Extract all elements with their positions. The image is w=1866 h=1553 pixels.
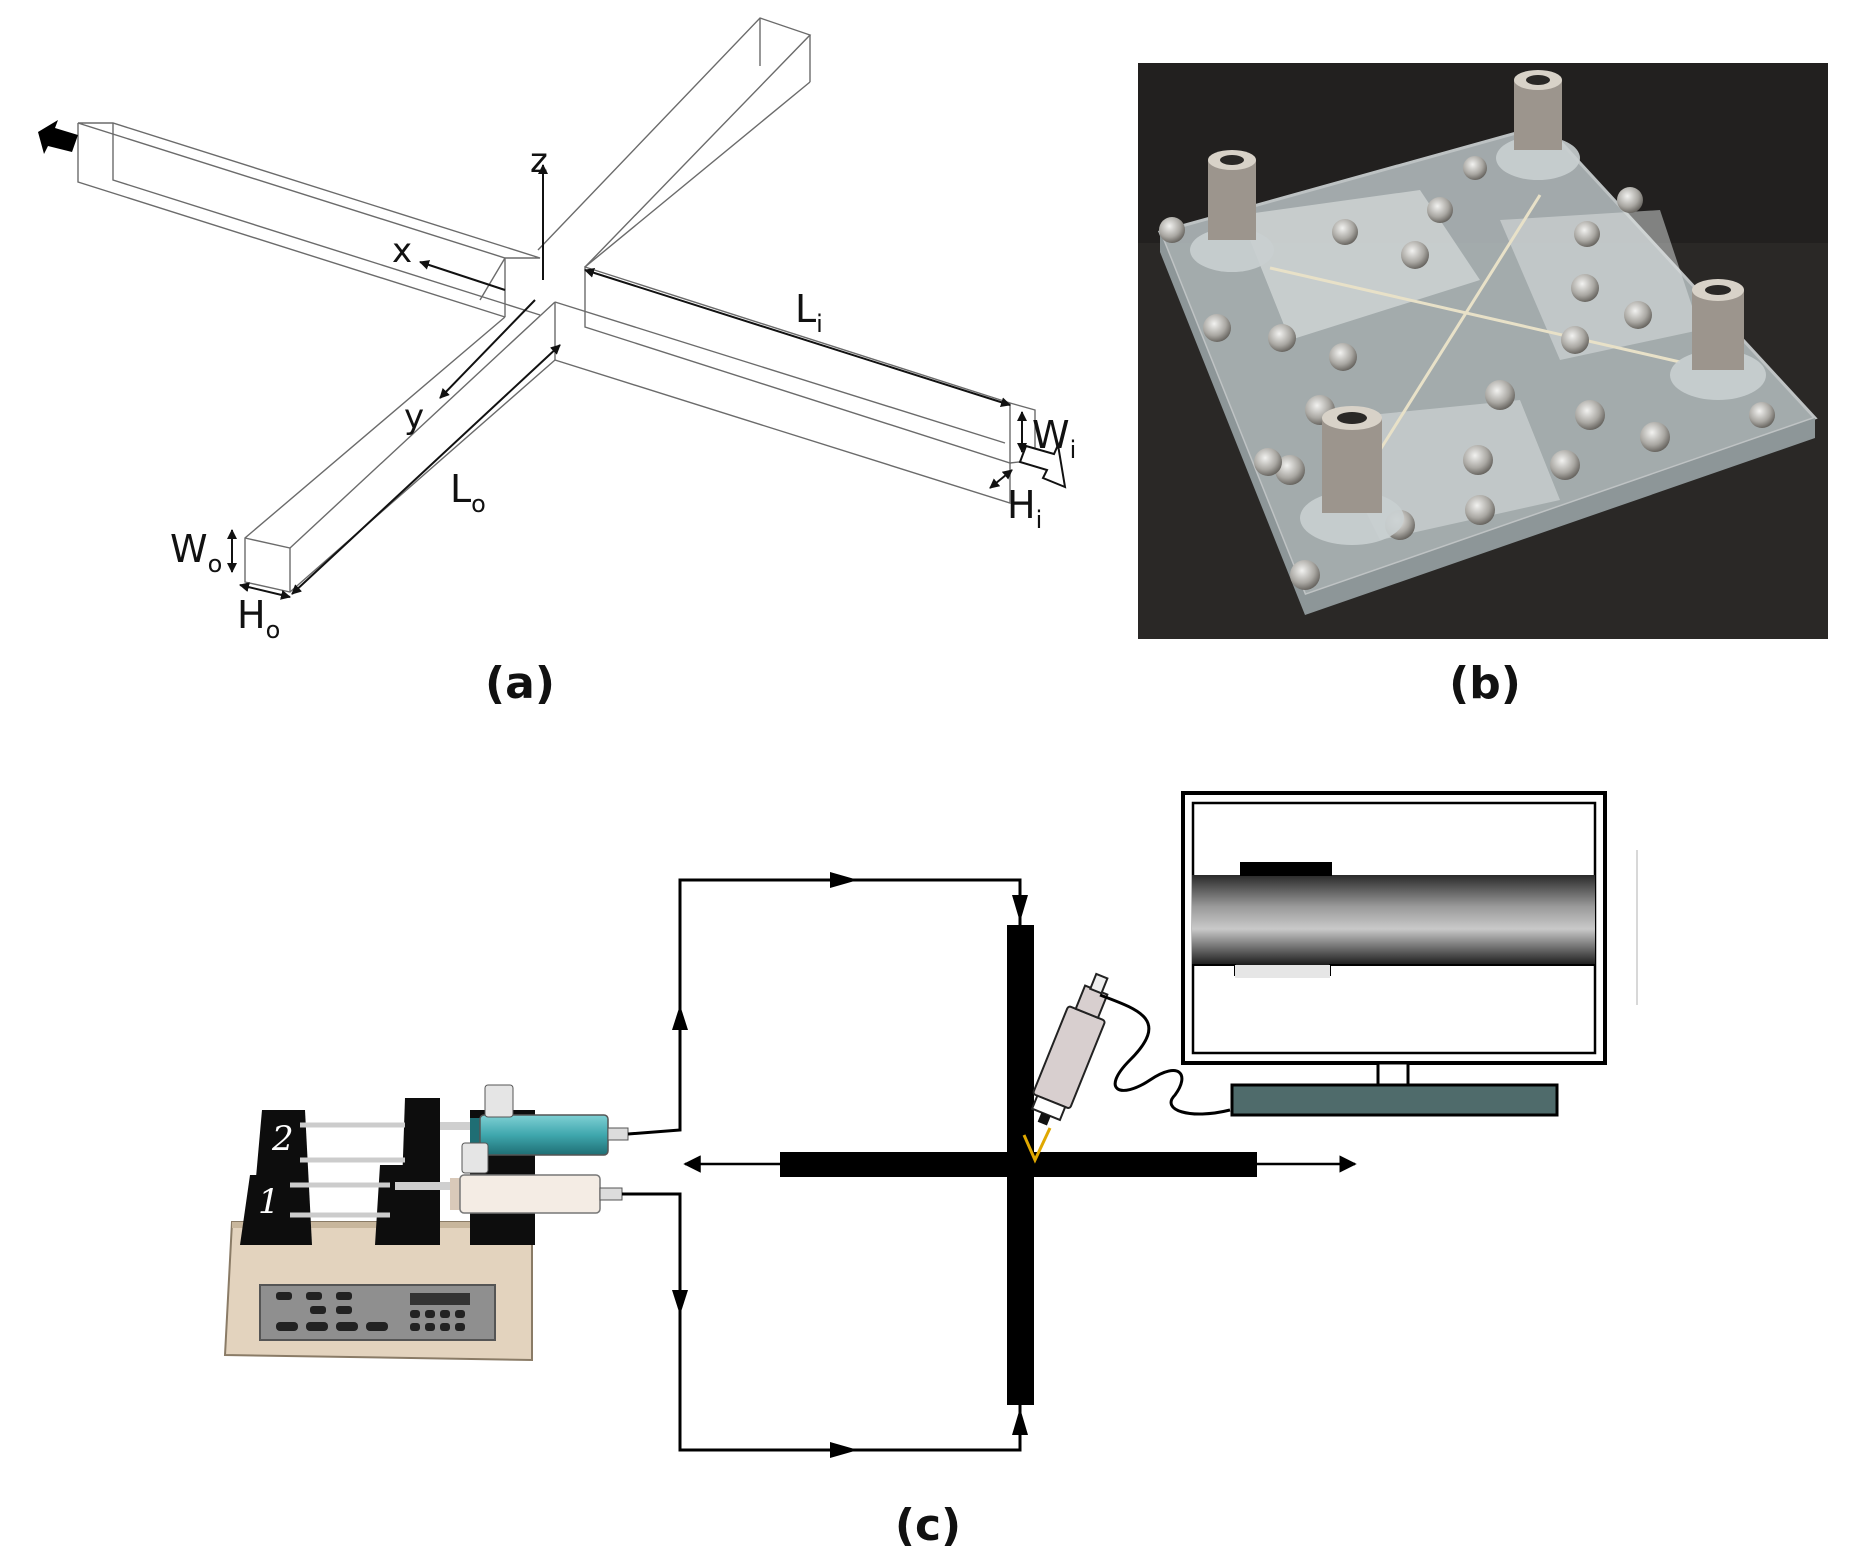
cross-channel-horizontal [780, 1152, 1257, 1177]
fitting-bottom [1300, 406, 1404, 545]
x-axis [419, 260, 506, 291]
wo-label: Wo [170, 527, 222, 578]
camera-field-of-view [1022, 1127, 1052, 1164]
monitor-flow-image [1192, 875, 1595, 965]
panel-a-label: (a) [485, 658, 555, 709]
fitting-top-right [1496, 70, 1580, 180]
outlet-channel-back [537, 17, 812, 268]
panel-b-device-photo: (b) [1138, 63, 1828, 709]
ho-label: Ho [237, 593, 280, 644]
lo-label: Lo [450, 467, 486, 518]
pump-keypad [276, 1292, 470, 1331]
inlet-flow-arrow-hollow [1018, 441, 1067, 489]
pump-block-left-bottom [240, 1175, 290, 1245]
syringe-2-clamp [484, 1084, 514, 1118]
outlet-channel-front [244, 257, 556, 593]
lo-dimension-line [291, 344, 561, 595]
hi-dimension-line [989, 469, 1013, 489]
syringe-1 [395, 1142, 623, 1214]
monitor-stand [1230, 1083, 1559, 1117]
inlet-flow-arrow-filled [38, 120, 78, 154]
syringe-1-barrel [459, 1174, 601, 1214]
camera-cable [1099, 993, 1231, 1116]
li-dimension-line [584, 267, 1011, 408]
syringe-number-2: 2 [271, 1119, 294, 1159]
syringe-pump: 2 1 [223, 1098, 535, 1362]
channel-line-horizontal [1269, 266, 1681, 364]
hi-label: Hi [1007, 483, 1042, 534]
syringe-2 [440, 1084, 629, 1156]
syringe-2-barrel [479, 1114, 609, 1156]
tube-fittings [1190, 70, 1766, 545]
z-axis-label: z [530, 141, 548, 181]
y-axis-label: y [404, 397, 424, 437]
panel-b-label: (b) [1449, 658, 1521, 709]
fitting-top-left [1190, 150, 1274, 272]
monitor-image-channel-top [1240, 862, 1332, 876]
fitting-right [1670, 279, 1766, 400]
flow-direction-arrows [672, 872, 1028, 1458]
bolts [1159, 156, 1775, 590]
camera-icon [1030, 972, 1109, 1126]
panel-c-setup-diagram: 2 1 [223, 791, 1638, 1551]
pump-display [410, 1293, 470, 1305]
pump-guide-rods [290, 1122, 405, 1218]
monitor-neck [1376, 1061, 1410, 1087]
panel-c-label: (c) [895, 1500, 961, 1551]
tubing-top [627, 878, 1022, 1136]
inlet-channel-left [77, 122, 541, 318]
monitor-icon [1181, 791, 1638, 1117]
x-axis-label: x [392, 231, 412, 271]
y-axis [439, 299, 536, 399]
acrylic-plate-edge [1160, 232, 1815, 615]
channel-line-vertical [1378, 194, 1542, 451]
syringe-1-clamp [461, 1142, 489, 1174]
tubing-bottom [622, 1192, 1022, 1452]
panel-a-cross-channel-diagram: z x y Li Lo Wi Wo Hi Ho (a) [38, 17, 1076, 709]
li-label: Li [795, 287, 823, 338]
ho-dimension-line [239, 582, 291, 600]
syringe-number-1: 1 [258, 1182, 280, 1222]
